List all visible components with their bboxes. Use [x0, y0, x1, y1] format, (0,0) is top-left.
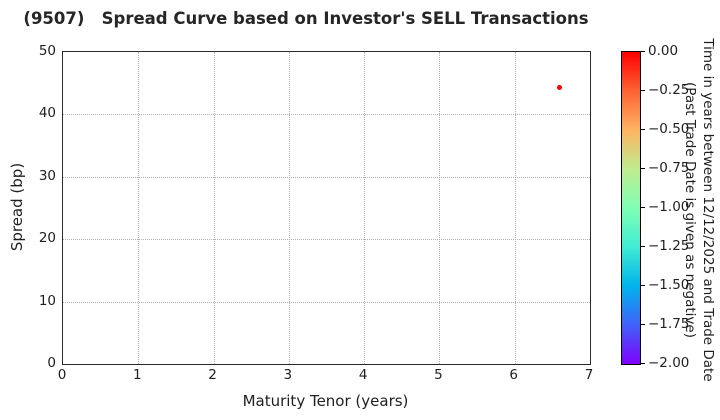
- colorbar-tick-label: −0.25: [648, 82, 690, 98]
- y-gridline: [63, 176, 590, 178]
- x-axis-label: Maturity Tenor (years): [242, 392, 409, 410]
- colorbar-tick-mark: [641, 324, 645, 325]
- data-point: [557, 85, 563, 91]
- colorbar-tick-mark: [641, 168, 645, 169]
- y-gridline: [63, 239, 590, 241]
- colorbar-tick-label: −0.50: [648, 121, 690, 137]
- colorbar-tick-mark: [641, 129, 645, 130]
- colorbar-tick-label: −1.50: [648, 277, 690, 293]
- colorbar-title: Time in years between 12/12/2025 and Tra…: [681, 20, 717, 400]
- y-gridline: [63, 114, 590, 116]
- x-tick-label: 0: [57, 367, 67, 383]
- plot-area: [62, 51, 591, 365]
- x-tick-label: 2: [208, 367, 217, 383]
- colorbar-tick-mark: [641, 246, 645, 247]
- y-gridline: [63, 301, 590, 303]
- x-tick-label: 3: [283, 367, 293, 383]
- x-tick-label: 1: [132, 367, 142, 383]
- x-gridline: [288, 52, 290, 364]
- colorbar-tick-label: −0.75: [648, 160, 690, 176]
- colorbar-tick-label: −1.25: [648, 238, 690, 254]
- x-gridline: [138, 52, 140, 364]
- chart-title: (9507) Spread Curve based on Investor's …: [23, 9, 589, 28]
- y-tick-label: 0: [47, 355, 56, 371]
- colorbar-tick-mark: [641, 207, 645, 208]
- colorbar: [621, 51, 641, 365]
- y-tick-label: 40: [38, 105, 56, 122]
- colorbar-title-line-1: Time in years between 12/12/2025 and Tra…: [700, 38, 716, 382]
- x-gridline: [213, 52, 215, 364]
- x-tick-label: 4: [358, 367, 368, 383]
- colorbar-tick-label: −1.75: [648, 316, 690, 332]
- colorbar-tick-mark: [641, 51, 645, 52]
- colorbar-tick-mark: [641, 285, 645, 286]
- colorbar-tick-label: −2.00: [648, 355, 690, 371]
- colorbar-tick-label: −1.00: [648, 199, 690, 215]
- y-tick-label: 10: [38, 292, 56, 309]
- y-tick-label: 30: [38, 167, 56, 184]
- colorbar-title-line-2: (Past Trade Date is given as negative): [682, 82, 698, 338]
- x-gridline: [439, 52, 441, 364]
- colorbar-tick-mark: [641, 90, 645, 91]
- y-tick-label: 20: [38, 230, 56, 247]
- x-tick-label: 6: [509, 367, 518, 383]
- x-tick-label: 7: [584, 367, 594, 383]
- y-axis-label: Spread (bp): [8, 162, 26, 252]
- x-gridline: [364, 52, 366, 364]
- x-tick-label: 5: [434, 367, 443, 383]
- x-gridline: [514, 52, 516, 364]
- colorbar-tick-label: 0.00: [648, 43, 679, 59]
- y-tick-label: 50: [38, 43, 56, 59]
- colorbar-tick-mark: [641, 363, 645, 364]
